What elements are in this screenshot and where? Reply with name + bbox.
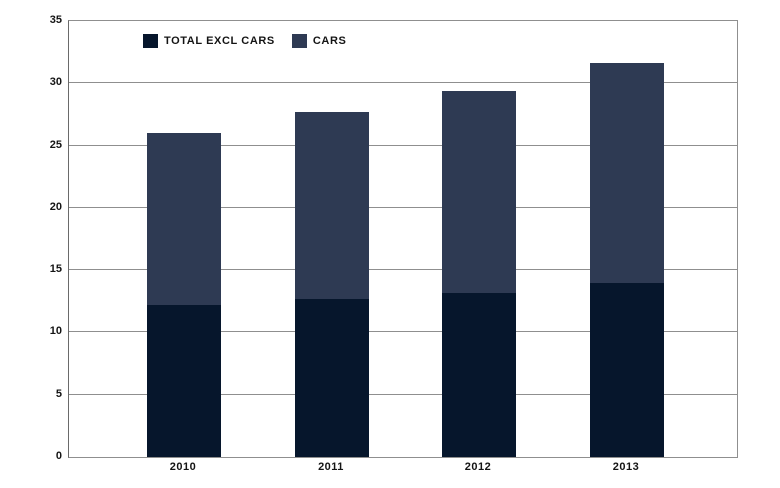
y-tick-label-25: 25: [49, 139, 62, 151]
legend-item-cars: CARS: [291, 34, 347, 48]
legend-label: CARS: [312, 35, 347, 47]
gridline-25: [69, 145, 737, 146]
gridline-5: [69, 394, 737, 395]
bar-2010-cars: [147, 133, 221, 305]
gridline-15: [69, 269, 737, 270]
gridline-20: [69, 207, 737, 208]
x-tick-label-2011: 2011: [318, 461, 344, 473]
x-tick-label-2010: 2010: [169, 461, 197, 473]
plot-area: TOTAL EXCL CARS CARS: [68, 20, 738, 458]
bar-2010-total-excl-cars: [147, 305, 221, 457]
y-tick-label-15: 15: [49, 263, 62, 275]
legend: TOTAL EXCL CARS CARS: [143, 34, 346, 48]
legend-item-total-excl-cars: TOTAL EXCL CARS: [143, 34, 275, 48]
y-tick-label-35: 35: [49, 14, 62, 26]
legend-swatch-cars: [291, 34, 307, 48]
x-tick-label-2013: 2013: [612, 461, 640, 473]
gridline-30: [69, 82, 737, 83]
y-tick-label-20: 20: [49, 201, 62, 213]
bar-2011-cars: [295, 112, 369, 299]
bar-2012-cars: [442, 91, 516, 293]
y-tick-label-5: 5: [55, 388, 62, 400]
bar-2012-total-excl-cars: [442, 293, 516, 457]
y-tick-label-0: 0: [55, 450, 62, 462]
y-tick-label-10: 10: [49, 325, 62, 337]
bar-2013-cars: [590, 63, 664, 283]
bar-2013-total-excl-cars: [590, 283, 664, 457]
gridline-10: [69, 331, 737, 332]
x-tick-label-2012: 2012: [464, 461, 492, 473]
legend-label: TOTAL EXCL CARS: [164, 35, 275, 47]
bar-2011-total-excl-cars: [295, 299, 369, 457]
y-tick-label-30: 30: [49, 76, 62, 88]
legend-swatch-total-excl-cars: [143, 34, 158, 48]
